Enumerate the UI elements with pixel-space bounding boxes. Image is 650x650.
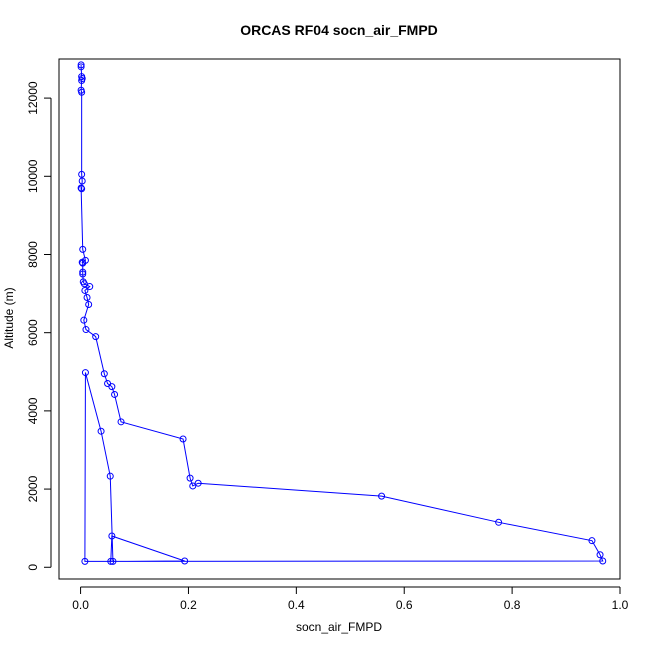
- data-point: [181, 557, 189, 565]
- data-point: [77, 184, 85, 192]
- data-point: [179, 435, 187, 443]
- data-point: [81, 557, 89, 565]
- data-point: [81, 369, 89, 377]
- y-tick-label: 2000: [26, 475, 40, 502]
- data-point: [81, 286, 89, 294]
- x-tick-label: 0.6: [396, 598, 413, 612]
- y-tick-label: 12000: [26, 81, 40, 115]
- data-point: [82, 326, 90, 334]
- y-tick-label: 0: [26, 564, 40, 571]
- data-point: [194, 479, 202, 487]
- data-point: [100, 370, 108, 378]
- data-point: [97, 427, 105, 435]
- y-axis-label: Altitude (m): [2, 287, 16, 348]
- x-tick-label: 0.0: [72, 598, 89, 612]
- x-tick-label: 0.8: [504, 598, 521, 612]
- plot-frame: [58, 58, 621, 580]
- plot-area: [77, 61, 607, 565]
- data-point: [79, 268, 87, 276]
- data-point: [495, 518, 503, 526]
- data-point: [78, 177, 86, 185]
- data-point: [107, 557, 115, 565]
- data-point: [92, 333, 100, 341]
- series-line: [80, 64, 604, 562]
- data-point: [78, 77, 86, 85]
- data-point: [80, 280, 88, 288]
- data-point: [79, 259, 87, 267]
- data-point: [78, 170, 86, 178]
- y-axis: 0 2000 4000 6000 8000 10000 12000: [26, 81, 52, 571]
- x-tick-label: 0.2: [180, 598, 197, 612]
- data-point: [77, 63, 85, 71]
- chart-title: ORCAS RF04 socn_air_FMPD: [240, 22, 438, 38]
- x-axis: 0.0 0.2 0.4 0.6 0.8 1.0: [72, 586, 629, 612]
- data-point: [79, 270, 87, 278]
- data-point: [117, 418, 125, 426]
- y-tick-label: 8000: [26, 241, 40, 268]
- y-tick-label: 10000: [26, 159, 40, 193]
- x-tick-label: 0.4: [288, 598, 305, 612]
- y-tick-label: 4000: [26, 397, 40, 424]
- data-point: [83, 293, 91, 301]
- data-point: [108, 383, 116, 391]
- data-point: [111, 390, 119, 398]
- data-point: [108, 532, 116, 540]
- data-point: [588, 537, 596, 545]
- data-point: [86, 283, 94, 291]
- data-point: [599, 557, 607, 565]
- data-point: [186, 474, 194, 482]
- data-point: [106, 472, 114, 480]
- x-tick-label: 1.0: [612, 598, 629, 612]
- data-point: [109, 557, 117, 565]
- data-point: [78, 88, 86, 96]
- data-point: [79, 245, 87, 253]
- data-point: [596, 551, 604, 559]
- data-point: [378, 492, 386, 500]
- data-point: [189, 482, 197, 490]
- x-axis-label: socn_air_FMPD: [296, 620, 382, 634]
- data-point: [80, 316, 88, 324]
- y-tick-label: 6000: [26, 319, 40, 346]
- data-point: [77, 61, 85, 69]
- data-point: [85, 301, 93, 309]
